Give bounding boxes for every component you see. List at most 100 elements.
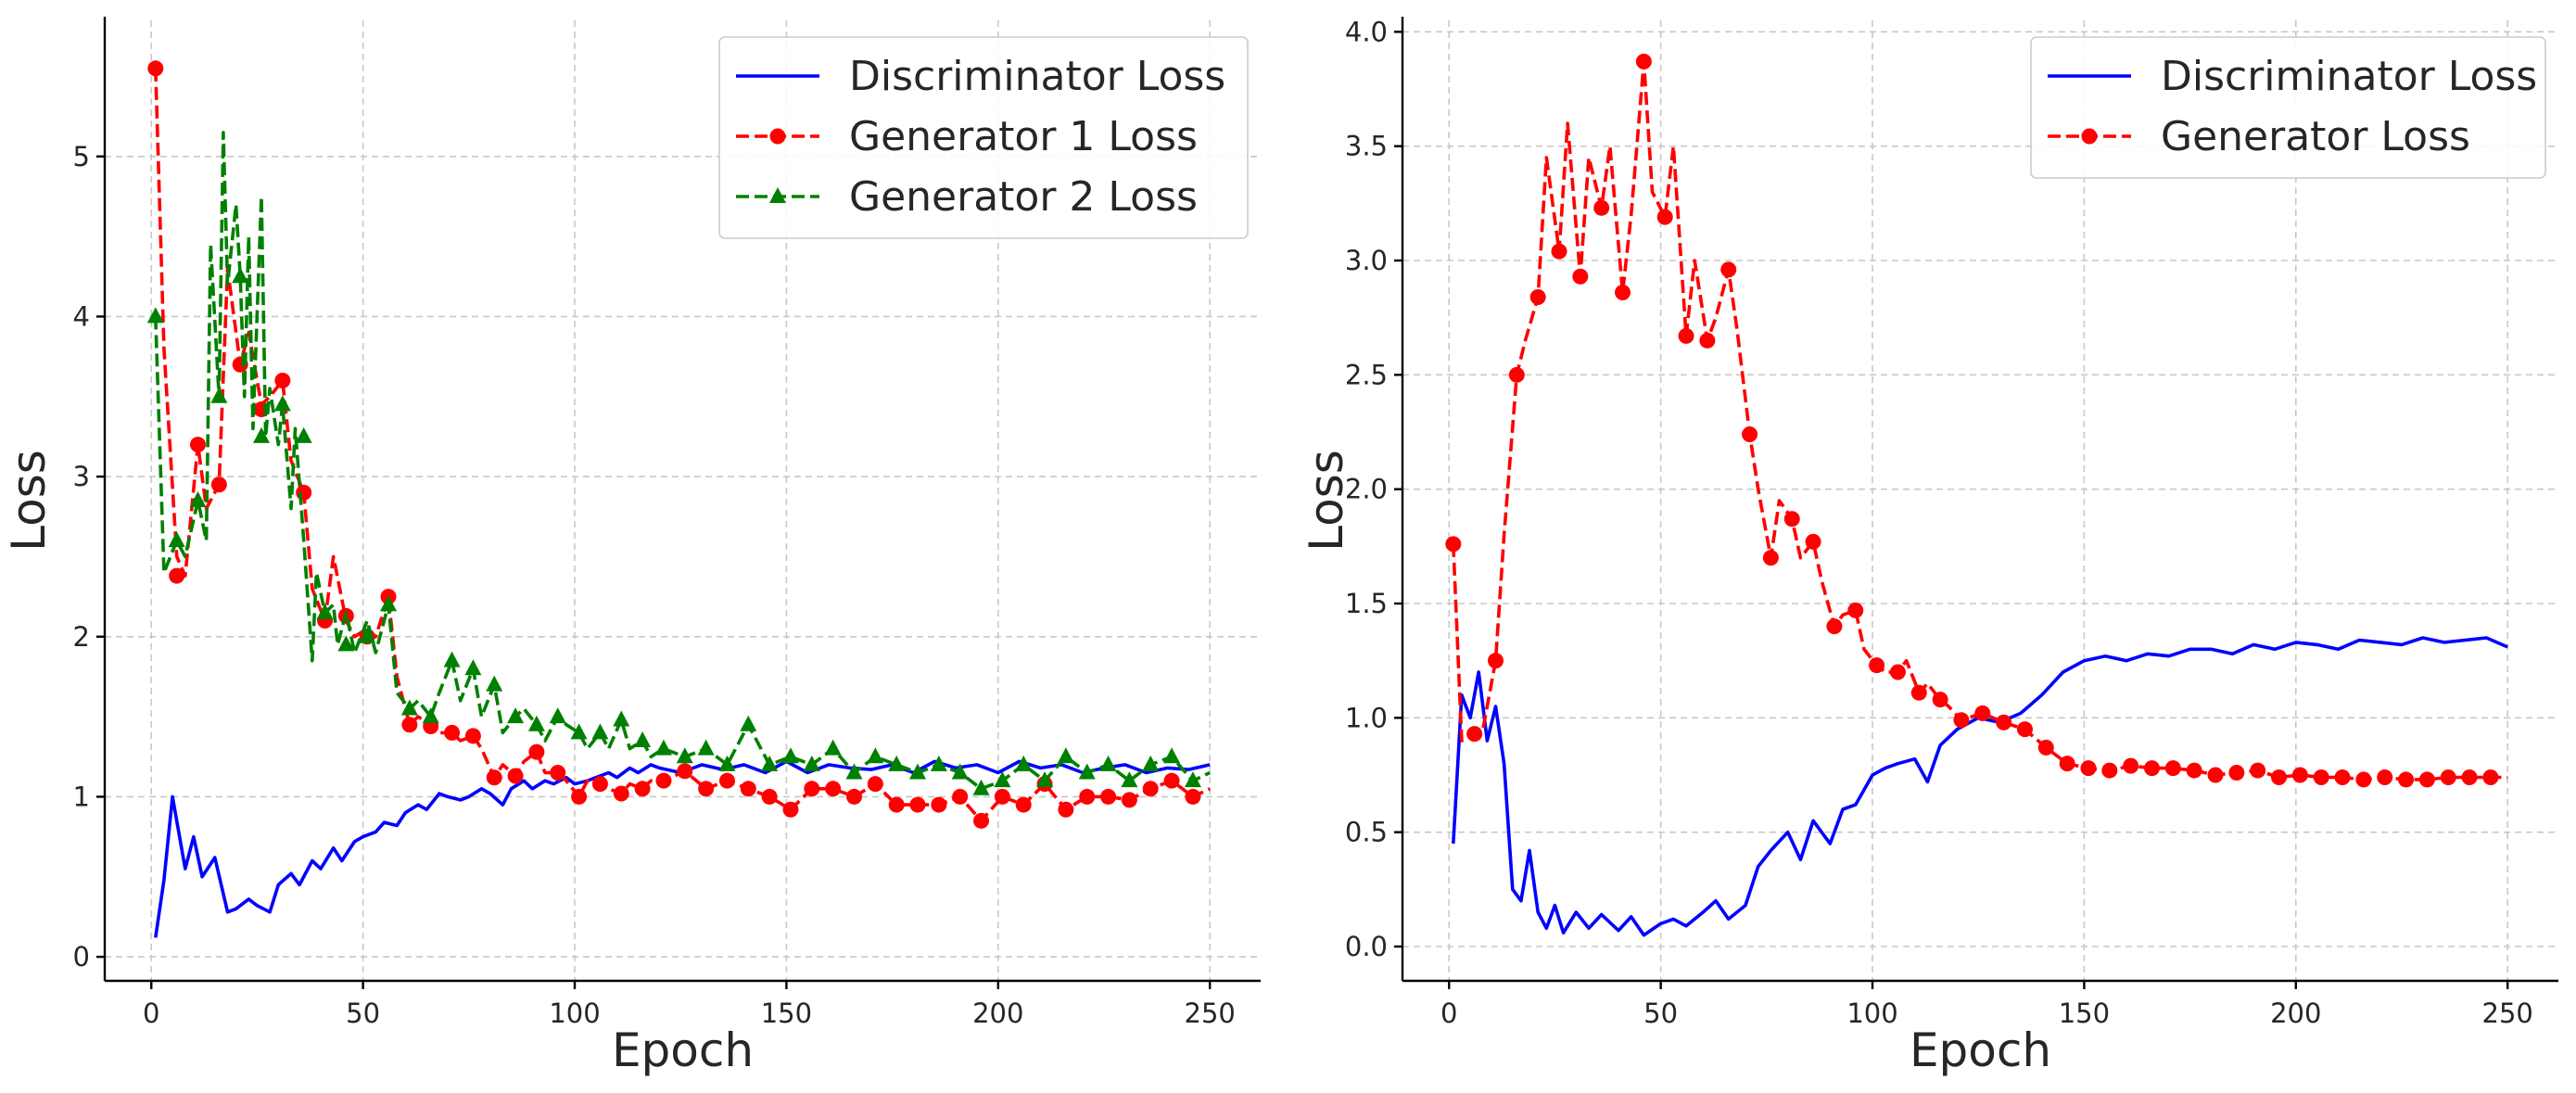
data-point — [2271, 769, 2288, 785]
data-point — [634, 781, 651, 797]
legend-item: Generator 1 Loss — [736, 113, 1198, 160]
data-point — [2101, 762, 2118, 779]
data-point — [655, 772, 672, 789]
data-point — [718, 755, 736, 771]
data-point — [2377, 769, 2393, 785]
data-point — [486, 769, 502, 786]
series-1 — [1452, 636, 2508, 937]
x-axis-title: Epoch — [1910, 1023, 2051, 1077]
data-point — [1445, 536, 1462, 553]
x-tick-label: 200 — [2270, 998, 2321, 1029]
data-point — [2186, 762, 2202, 779]
legend-label: Generator Loss — [2161, 113, 2470, 160]
data-point — [444, 724, 461, 741]
data-point — [634, 731, 652, 747]
data-point — [1185, 788, 1201, 805]
data-point — [1466, 726, 1483, 743]
data-point — [1762, 550, 1779, 566]
data-point — [296, 484, 312, 501]
chart-panel-2: 0 50 100 150 200 250 0.0 0.5 1.0 1.5 2.0 2.5 3.0 3.5 4… — [1300, 16, 2558, 1077]
data-point — [825, 781, 842, 797]
data-point — [697, 739, 715, 756]
data-point — [210, 477, 227, 493]
legend-label: Generator 2 Loss — [849, 173, 1198, 221]
data-point — [1184, 771, 1201, 788]
data-point — [273, 395, 291, 412]
data-point — [1099, 755, 1117, 771]
data-point — [570, 723, 588, 740]
data-point — [2482, 769, 2499, 785]
data-point — [2250, 762, 2266, 779]
data-point — [337, 635, 355, 652]
data-point — [147, 60, 164, 77]
data-point — [210, 387, 228, 403]
legend-label: Discriminator Loss — [849, 53, 1225, 100]
data-point — [2123, 757, 2139, 774]
data-point — [1572, 268, 1589, 285]
data-point — [676, 747, 693, 764]
data-point — [1529, 288, 1546, 305]
legend-item: Generator Loss — [2048, 113, 2470, 160]
data-point — [909, 763, 927, 780]
y-tick-label: 2 — [73, 621, 90, 653]
data-point — [930, 755, 947, 771]
data-point — [781, 747, 799, 764]
x-tick-label: 0 — [143, 998, 159, 1029]
data-point — [1783, 511, 1800, 527]
x-tick-label: 150 — [761, 998, 812, 1029]
data-point — [1805, 533, 1821, 550]
data-point — [888, 796, 905, 813]
x-tick-label: 0 — [1440, 998, 1457, 1029]
legend-box — [718, 36, 1249, 239]
y-axis-title: Loss — [2, 450, 56, 552]
data-point — [1508, 366, 1525, 383]
data-point — [994, 788, 1010, 805]
data-point — [1953, 712, 1970, 729]
y-tick-label: 2.5 — [1345, 359, 1388, 390]
y-tick-label: 0 — [73, 941, 90, 972]
data-point — [464, 728, 481, 744]
series-line — [154, 759, 1211, 938]
legend-box — [2030, 36, 2546, 179]
y-tick-label: 4 — [73, 300, 90, 332]
y-tick-label: 0.5 — [1345, 817, 1388, 848]
y-tick-label: 1.0 — [1345, 702, 1388, 733]
data-point — [1015, 755, 1033, 771]
data-point — [232, 267, 249, 284]
data-point — [803, 755, 820, 771]
data-point — [845, 763, 863, 780]
x-tick-label: 150 — [2059, 998, 2110, 1029]
data-point — [1869, 657, 1885, 674]
data-point — [972, 779, 990, 795]
x-tick-label: 250 — [2482, 998, 2533, 1029]
legend-marker — [2081, 128, 2098, 145]
data-point — [2291, 767, 2308, 783]
data-point — [2398, 771, 2415, 788]
data-point — [677, 763, 693, 780]
y-tick-label: 5 — [73, 141, 90, 172]
data-point — [1889, 664, 1906, 680]
data-point — [527, 715, 545, 731]
data-point — [591, 723, 609, 740]
data-point — [549, 707, 566, 724]
series-3 — [146, 131, 1211, 795]
data-point — [1996, 714, 2012, 731]
series-line — [1452, 636, 2508, 937]
x-tick-label: 50 — [346, 998, 380, 1029]
data-point — [952, 788, 969, 805]
data-point — [698, 781, 715, 797]
data-point — [380, 595, 398, 612]
data-point — [146, 307, 164, 324]
x-tick-label: 50 — [1643, 998, 1678, 1029]
data-point — [824, 739, 842, 756]
data-point — [845, 788, 862, 805]
data-point — [359, 627, 376, 643]
data-point — [422, 707, 439, 724]
chart-panel-1: 0 50 100 150 200 250 0 1 2 3 4 5 Epoch Loss Discrimina… — [2, 17, 1261, 1077]
data-point — [1635, 53, 1652, 70]
data-point — [1163, 747, 1181, 764]
x-tick-label: 100 — [1846, 998, 1897, 1029]
legend-item: Generator 2 Loss — [736, 173, 1198, 221]
